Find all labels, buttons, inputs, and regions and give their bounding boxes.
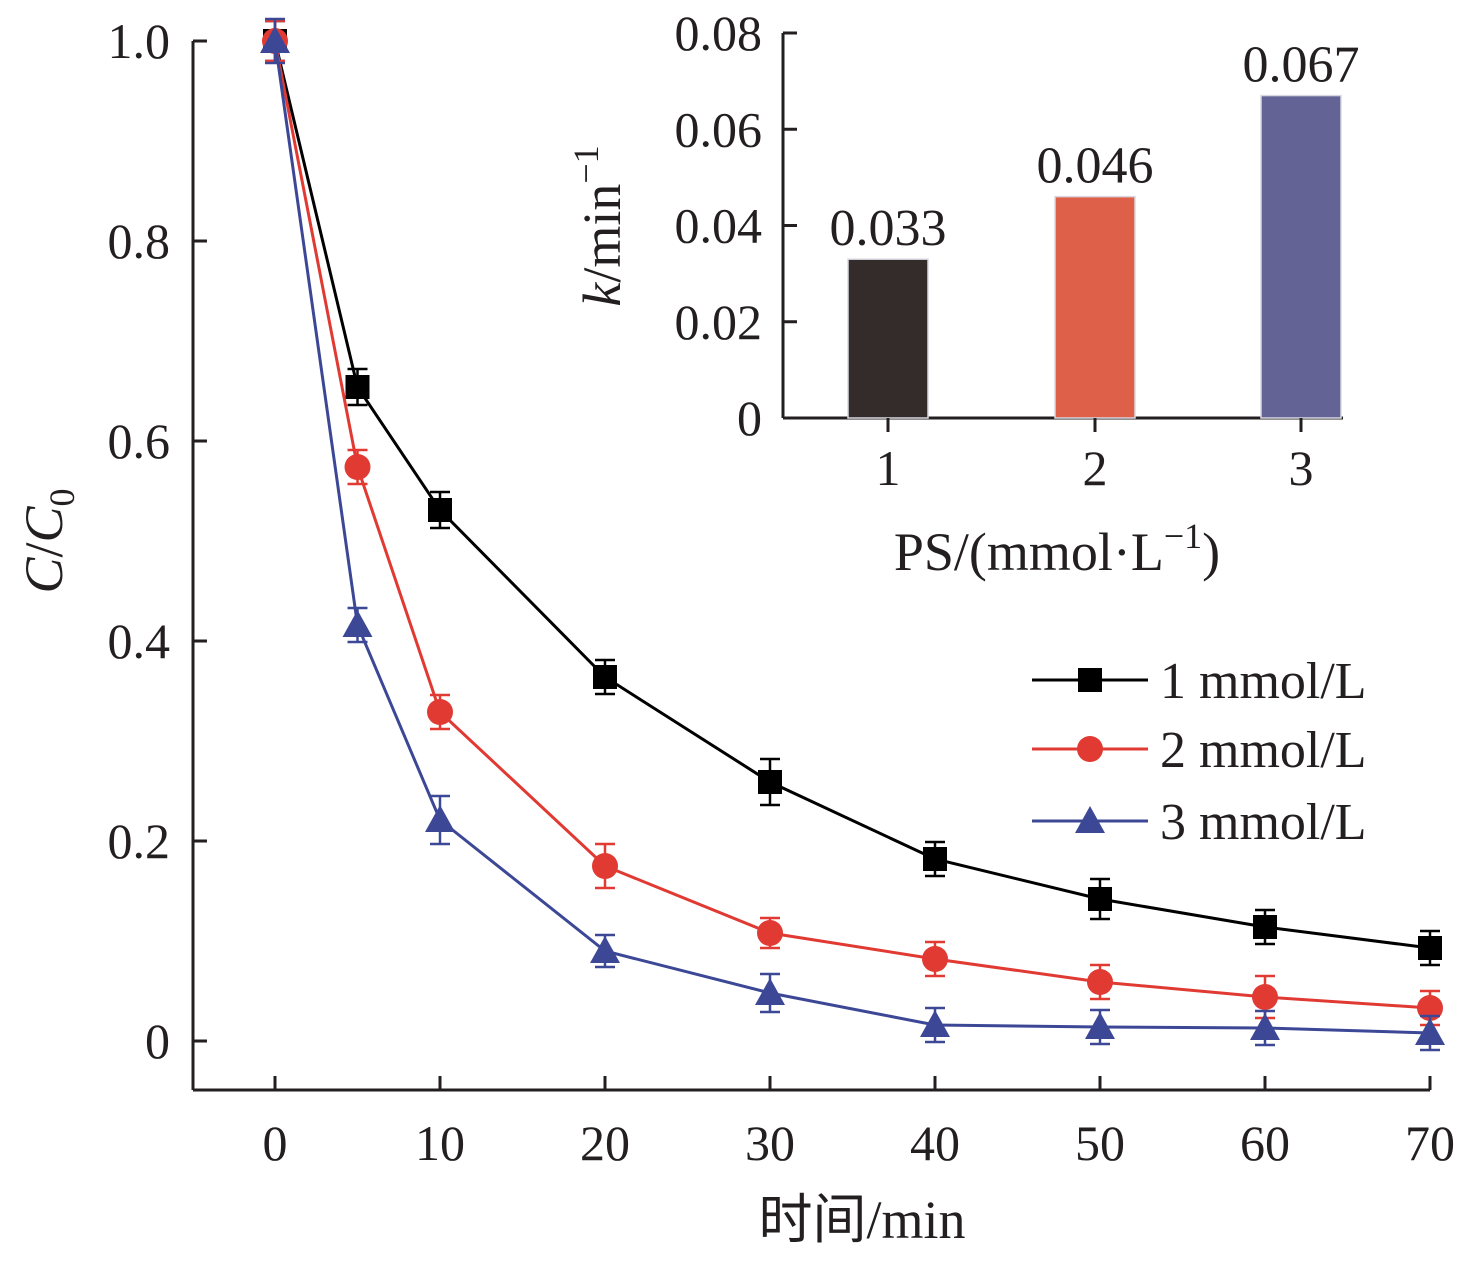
series-3	[260, 17, 1445, 1052]
inset-y-tick-label: 0.08	[675, 5, 763, 61]
main-series-group	[260, 17, 1445, 1052]
data-point-circle	[427, 699, 453, 725]
data-point-square	[1418, 936, 1442, 960]
legend-marker-circle	[1077, 736, 1103, 762]
data-point-triangle	[1250, 1013, 1280, 1040]
data-point-square	[923, 847, 947, 871]
legend-label-3: 3 mmol/L	[1160, 794, 1367, 851]
main-x-ticks: 0 10 20 30 40 50 60 70	[263, 1076, 1455, 1171]
bar-value-label: 0.033	[830, 200, 947, 257]
main-x-tick-label: 50	[1075, 1115, 1125, 1171]
data-point-square	[428, 498, 452, 522]
legend-label-2: 2 mmol/L	[1160, 722, 1367, 779]
data-point-circle	[1087, 969, 1113, 995]
inset-y-tick-label: 0.04	[675, 198, 763, 254]
main-y-tick-label: 1.0	[108, 13, 171, 69]
bar-value-label: 0.067	[1243, 37, 1360, 94]
main-x-tick-label: 30	[745, 1115, 795, 1171]
series-line-2	[273, 40, 1431, 1010]
inset-y-tick-label: 0.02	[675, 294, 763, 350]
data-point-square	[1253, 915, 1277, 939]
inset-y-tick-label: 0	[737, 390, 762, 446]
legend: 1 mmol/L 2 mmol/L 3 mmol/L	[1032, 653, 1367, 851]
inset-x-tick-label: 2	[1083, 440, 1108, 496]
inset-y-tick-label: 0.06	[675, 101, 763, 157]
main-x-tick-label: 20	[580, 1115, 630, 1171]
inset-y-ticks: 0 0.02 0.04 0.06 0.08	[675, 5, 797, 446]
data-point-circle	[592, 853, 618, 879]
legend-label-1: 1 mmol/L	[1160, 653, 1367, 710]
main-x-tick-label: 70	[1405, 1115, 1455, 1171]
bar-3	[1260, 94, 1342, 419]
main-x-tick-label: 0	[263, 1115, 288, 1171]
main-y-tick-label: 0.8	[108, 213, 171, 269]
data-point-square	[593, 665, 617, 689]
inset-x-ticks: 1 2 3	[876, 418, 1314, 496]
bar-2	[1054, 195, 1136, 419]
data-point-circle	[344, 454, 371, 480]
inset-x-tick-label: 3	[1289, 440, 1314, 496]
main-x-tick-label: 60	[1240, 1115, 1290, 1171]
main-y-tick-label: 0.2	[108, 813, 171, 869]
data-point-circle	[1252, 984, 1278, 1010]
main-x-tick-label: 40	[910, 1115, 960, 1171]
data-point-triangle	[342, 610, 373, 637]
data-point-triangle	[1415, 1018, 1445, 1045]
data-point-triangle	[260, 26, 290, 53]
main-x-axis-title: 时间/min	[758, 1190, 965, 1250]
main-y-tick-label: 0.4	[108, 613, 171, 669]
main-y-ticks: 0 0.2 0.4 0.6 0.8 1.0	[108, 13, 207, 1069]
data-point-square	[1088, 887, 1112, 911]
main-y-axis-title: C/C0	[14, 488, 82, 593]
legend-item-1: 1 mmol/L	[1032, 653, 1367, 710]
data-point-triangle	[1085, 1012, 1115, 1039]
legend-item-2: 2 mmol/L	[1032, 722, 1367, 779]
inset-bar-chart: 0 0.02 0.04 0.06 0.08 0.033 0.046 0.067 1 2 3 PS…	[566, 5, 1360, 582]
data-point-square	[758, 770, 782, 794]
inset-bars: 0.033 0.046 0.067	[830, 37, 1360, 419]
series-line-3	[273, 40, 1431, 1035]
legend-item-3: 3 mmol/L	[1032, 794, 1367, 851]
main-y-tick-label: 0	[145, 1013, 170, 1069]
data-point-triangle	[920, 1010, 950, 1037]
main-x-tick-label: 10	[415, 1115, 465, 1171]
data-point-triangle	[425, 805, 455, 832]
bar-value-label: 0.046	[1037, 138, 1154, 195]
bar-1	[847, 258, 929, 419]
main-line-chart: 0 10 20 30 40 50 60 70 00.20.40.60.81.0 时间/min …	[14, 13, 1455, 1250]
inset-x-axis-title: PS/(mmol·L−1)	[894, 516, 1220, 582]
series-2	[262, 19, 1443, 1027]
data-point-triangle	[590, 936, 620, 963]
inset-y-axis-title: k/min−1	[566, 145, 632, 306]
data-point-circle	[757, 920, 783, 946]
series-1	[263, 19, 1442, 967]
legend-marker-triangle	[1075, 806, 1105, 833]
main-y-tick-label: 0.6	[108, 413, 171, 469]
data-point-circle	[1417, 995, 1443, 1021]
legend-marker-square	[1078, 668, 1102, 692]
inset-x-tick-label: 1	[876, 440, 901, 496]
data-point-square	[345, 375, 370, 399]
data-point-triangle	[755, 978, 785, 1005]
data-point-circle	[922, 946, 948, 972]
